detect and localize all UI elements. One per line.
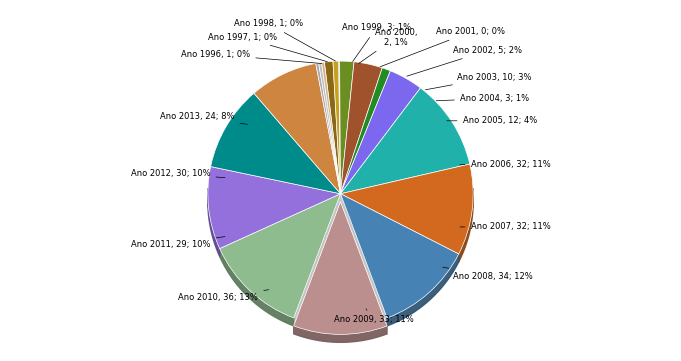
Wedge shape bbox=[340, 172, 473, 262]
Text: Ano 2006, 32; 11%: Ano 2006, 32; 11% bbox=[460, 160, 550, 169]
Wedge shape bbox=[254, 71, 340, 202]
Text: Ano 2010, 36; 13%: Ano 2010, 36; 13% bbox=[178, 290, 269, 302]
Wedge shape bbox=[321, 70, 340, 202]
Wedge shape bbox=[340, 61, 354, 194]
Wedge shape bbox=[324, 69, 340, 202]
Wedge shape bbox=[340, 202, 459, 326]
Wedge shape bbox=[340, 194, 459, 318]
Text: Ano 1997, 1; 0%: Ano 1997, 1; 0% bbox=[208, 33, 327, 62]
Wedge shape bbox=[340, 88, 470, 194]
Text: Ano 2011, 29; 10%: Ano 2011, 29; 10% bbox=[131, 236, 225, 249]
Wedge shape bbox=[340, 62, 382, 194]
Text: Ano 2000,
2, 1%: Ano 2000, 2, 1% bbox=[359, 27, 417, 64]
Text: Ano 2009, 33; 11%: Ano 2009, 33; 11% bbox=[334, 309, 413, 324]
Wedge shape bbox=[316, 63, 340, 194]
Polygon shape bbox=[208, 188, 220, 257]
Text: Ano 1999, 3; 1%: Ano 1999, 3; 1% bbox=[342, 23, 411, 61]
Wedge shape bbox=[208, 174, 340, 257]
Wedge shape bbox=[321, 62, 340, 194]
Wedge shape bbox=[340, 68, 390, 194]
Wedge shape bbox=[338, 69, 340, 202]
Wedge shape bbox=[338, 61, 340, 194]
Text: Ano 2012, 30; 10%: Ano 2012, 30; 10% bbox=[131, 169, 225, 178]
Wedge shape bbox=[316, 71, 340, 202]
Text: Ano 2008, 34; 12%: Ano 2008, 34; 12% bbox=[443, 267, 533, 280]
Wedge shape bbox=[340, 70, 382, 202]
Polygon shape bbox=[294, 326, 387, 342]
Wedge shape bbox=[340, 164, 473, 254]
Wedge shape bbox=[340, 69, 354, 202]
Polygon shape bbox=[459, 188, 473, 262]
Wedge shape bbox=[210, 101, 340, 202]
Wedge shape bbox=[340, 71, 420, 194]
Wedge shape bbox=[340, 79, 420, 202]
Text: Ano 1996, 1; 0%: Ano 1996, 1; 0% bbox=[181, 50, 322, 64]
Text: Ano 2002, 5; 2%: Ano 2002, 5; 2% bbox=[407, 46, 522, 76]
Wedge shape bbox=[340, 76, 390, 202]
Text: Ano 2001, 0; 0%: Ano 2001, 0; 0% bbox=[380, 27, 505, 67]
Wedge shape bbox=[210, 93, 340, 194]
Wedge shape bbox=[333, 61, 340, 194]
Polygon shape bbox=[220, 249, 294, 326]
Wedge shape bbox=[294, 210, 387, 342]
Text: Ano 2007, 32; 11%: Ano 2007, 32; 11% bbox=[460, 222, 550, 231]
Wedge shape bbox=[319, 70, 340, 202]
Wedge shape bbox=[220, 202, 340, 326]
Wedge shape bbox=[220, 194, 340, 318]
Wedge shape bbox=[324, 61, 340, 194]
Polygon shape bbox=[387, 254, 459, 326]
Wedge shape bbox=[294, 202, 387, 334]
Text: Ano 2005, 12; 4%: Ano 2005, 12; 4% bbox=[447, 116, 537, 125]
Text: Ano 2003, 10; 3%: Ano 2003, 10; 3% bbox=[426, 73, 532, 90]
Wedge shape bbox=[208, 166, 340, 249]
Wedge shape bbox=[319, 62, 340, 194]
Wedge shape bbox=[254, 64, 340, 194]
Text: Ano 2013, 24; 8%: Ano 2013, 24; 8% bbox=[160, 112, 247, 125]
Wedge shape bbox=[333, 69, 340, 202]
Text: Ano 2004, 3; 1%: Ano 2004, 3; 1% bbox=[436, 94, 529, 103]
Wedge shape bbox=[340, 96, 470, 202]
Text: Ano 1998, 1; 0%: Ano 1998, 1; 0% bbox=[234, 19, 336, 61]
